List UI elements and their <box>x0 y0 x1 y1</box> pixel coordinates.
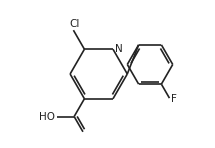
Text: HO: HO <box>39 112 55 122</box>
Text: Cl: Cl <box>69 19 79 29</box>
Text: N: N <box>115 44 123 54</box>
Text: F: F <box>171 94 177 104</box>
